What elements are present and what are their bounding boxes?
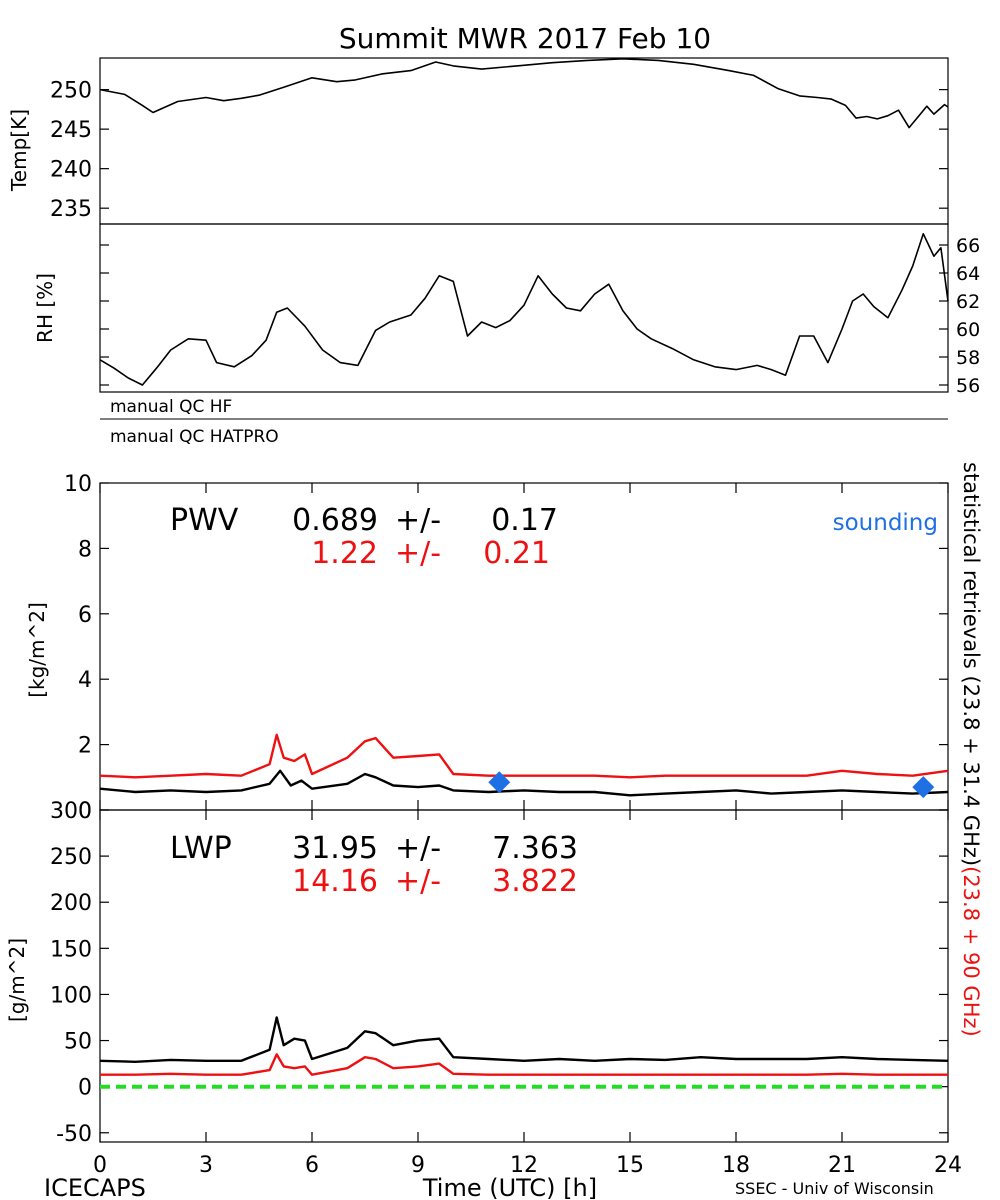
lwp-xtick-label: 15	[616, 1153, 644, 1178]
lwp-ytick-label: 300	[50, 799, 92, 824]
pwv-hatpro-mean: 1.22	[311, 536, 378, 571]
lwp-xtick-label: 21	[828, 1153, 856, 1178]
side-label-black: statistical retrievals (23.8 + 31.4 GHz)…	[959, 462, 983, 1037]
temp-series-line	[99, 57, 949, 129]
rh-axis-label: RH [%]	[33, 273, 57, 343]
lwp-ytick-label: 200	[50, 891, 92, 916]
rh-ytick-label: 60	[956, 319, 980, 341]
qc-label-hf: manual QC HF	[110, 397, 232, 417]
pwv-hf-std: 0.17	[491, 503, 558, 538]
temp-ytick-label: 250	[50, 79, 92, 104]
lwp-panel-label: LWP	[170, 831, 232, 866]
rh-ytick-label: 62	[956, 291, 980, 313]
lwp-hf-mean: 31.95	[292, 831, 378, 866]
footer-left: ICECAPS	[44, 1174, 146, 1200]
rh-plot: 56 58 60 62 64 66	[99, 233, 980, 397]
pwv-series-hf	[99, 769, 949, 797]
temp-panel-frame	[99, 57, 949, 225]
lwp-xtick-label: 12	[510, 1153, 538, 1178]
lwp-ytick-label: 100	[50, 983, 92, 1008]
footer-center: Time (UTC) [h]	[422, 1174, 597, 1200]
lwp-hatpro-mean: 14.16	[292, 864, 378, 899]
temp-ytick-label: 235	[50, 197, 92, 222]
pwv-plot: 0 2 4 6 8 10	[64, 472, 949, 824]
lwp-xtick-label: 0	[93, 1153, 107, 1178]
lwp-ytick-label: -50	[56, 1122, 92, 1147]
lwp-hatpro-std: 3.822	[492, 864, 578, 899]
sounding-legend: sounding	[833, 510, 938, 536]
pwv-series-hatpro	[99, 733, 949, 779]
rh-series-line	[99, 233, 949, 386]
side-label-red: (23.8 + 90 GHz)	[959, 866, 983, 1037]
lwp-xtick-label: 6	[305, 1153, 319, 1178]
temp-plot: 235 240 245 250	[50, 57, 949, 222]
pwv-ytick-label: 8	[78, 537, 92, 562]
lwp-axis-label: [g/m^2]	[5, 938, 29, 1022]
lwp-xtick-label: 24	[934, 1153, 962, 1178]
lwp-hatpro-sep: +/-	[395, 864, 441, 899]
pwv-hatpro-sep: +/-	[395, 536, 441, 571]
footer-right: SSEC - Univ of Wisconsin	[735, 1179, 934, 1198]
pwv-ytick-label: 6	[78, 603, 92, 628]
lwp-series-hf	[99, 1016, 949, 1064]
pwv-hf-mean: 0.689	[292, 503, 378, 538]
pwv-panel-label: PWV	[170, 503, 239, 538]
sounding-marker	[488, 771, 511, 794]
rh-panel-frame	[99, 223, 949, 393]
pwv-hatpro-std: 0.21	[483, 536, 550, 571]
lwp-ytick-label: 250	[50, 845, 92, 870]
lwp-xtick-label: 9	[411, 1153, 425, 1178]
chart-title: Summit MWR 2017 Feb 10	[339, 22, 711, 55]
pwv-hf-sep: +/-	[395, 503, 441, 538]
rh-ytick-label: 66	[956, 235, 980, 257]
temp-ytick-label: 245	[50, 118, 92, 143]
pwv-ytick-label: 10	[64, 472, 92, 497]
sounding-marker	[912, 776, 935, 799]
pwv-ytick-label: 0	[78, 799, 92, 824]
lwp-xtick-label: 18	[722, 1153, 750, 1178]
rh-ytick-label: 58	[956, 347, 980, 369]
lwp-series-hatpro	[100, 1053, 948, 1076]
rh-ytick-label: 64	[956, 263, 980, 285]
pwv-ytick-label: 2	[78, 734, 92, 759]
temp-axis-label: Temp[K]	[7, 109, 31, 192]
lwp-hf-std: 7.363	[492, 831, 578, 866]
rh-ytick-label: 56	[956, 375, 980, 397]
pwv-axis-label: [kg/m^2]	[25, 602, 49, 698]
lwp-ytick-label: 150	[50, 937, 92, 962]
lwp-hf-sep: +/-	[395, 831, 441, 866]
pwv-ytick-label: 4	[78, 668, 92, 693]
lwp-xtick-label: 3	[199, 1153, 213, 1178]
qc-label-hatpro: manual QC HATPRO	[110, 427, 279, 447]
temp-ytick-label: 240	[50, 158, 92, 183]
lwp-ytick-label: 0	[78, 1076, 92, 1101]
lwp-ytick-label: 50	[64, 1030, 92, 1055]
